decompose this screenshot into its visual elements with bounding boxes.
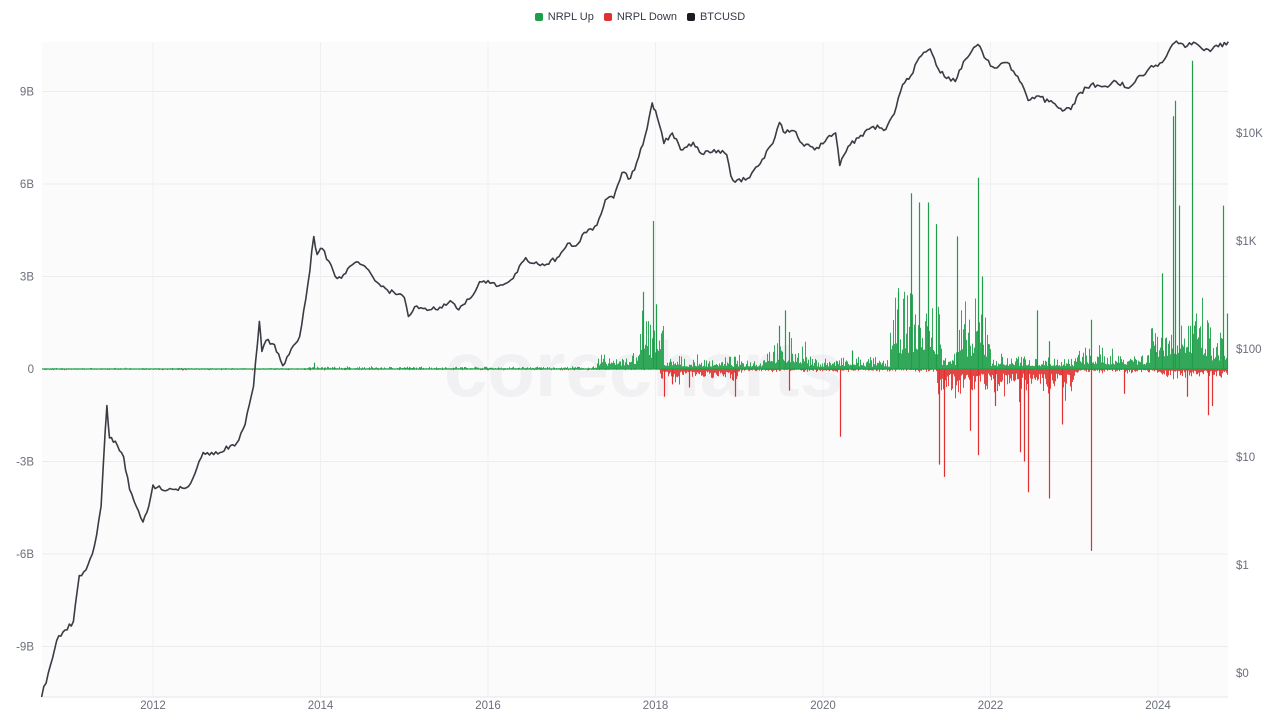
right-tick-label: $10: [1236, 452, 1255, 464]
left-tick-label: 0: [28, 364, 34, 376]
nrpl-down-swatch-icon: [603, 13, 612, 21]
left-tick-label: -3B: [16, 457, 34, 469]
legend-label-nrpl-up: NRPL Up: [547, 11, 594, 23]
chart-legend: NRPL Up NRPL Down BTCUSD: [0, 11, 1280, 23]
left-tick-label: 6B: [20, 179, 34, 191]
right-tick-label: $0: [1236, 668, 1249, 680]
left-tick-label: 3B: [20, 272, 34, 284]
right-tick-label: $1: [1236, 560, 1249, 572]
left-tick-label: -9B: [16, 642, 34, 654]
left-axis: 9B 6B 3B 0 -3B -6B -9B: [16, 87, 34, 654]
x-tick-label: 2024: [1145, 700, 1171, 712]
left-tick-label: 9B: [20, 87, 34, 99]
x-tick-label: 2014: [308, 700, 334, 712]
right-tick-label: $100: [1236, 344, 1262, 356]
legend-label-nrpl-down: NRPL Down: [616, 11, 677, 23]
legend-item-nrpl-down[interactable]: NRPL Down: [603, 11, 677, 23]
right-tick-label: $1K: [1236, 236, 1257, 248]
legend-item-btcusd[interactable]: BTCUSD: [686, 11, 746, 23]
x-tick-label: 2020: [810, 700, 836, 712]
x-tick-label: 2012: [140, 700, 166, 712]
x-tick-label: 2016: [475, 700, 501, 712]
btcusd-swatch-icon: [686, 13, 695, 21]
legend-label-btcusd: BTCUSD: [699, 11, 746, 23]
legend-item-nrpl-up[interactable]: NRPL Up: [534, 11, 594, 23]
nrpl-up-swatch-icon: [534, 13, 543, 21]
x-tick-label: 2018: [643, 700, 669, 712]
right-tick-label: $10K: [1236, 128, 1263, 140]
btcusd-line: [40, 40, 1229, 698]
right-axis: $10K $1K $100 $10 $1 $0: [1236, 128, 1263, 680]
x-axis: 2012 2014 2016 2018 2020 2022 2024: [140, 700, 1171, 712]
x-tick-label: 2022: [978, 700, 1004, 712]
left-tick-label: -6B: [16, 549, 34, 561]
